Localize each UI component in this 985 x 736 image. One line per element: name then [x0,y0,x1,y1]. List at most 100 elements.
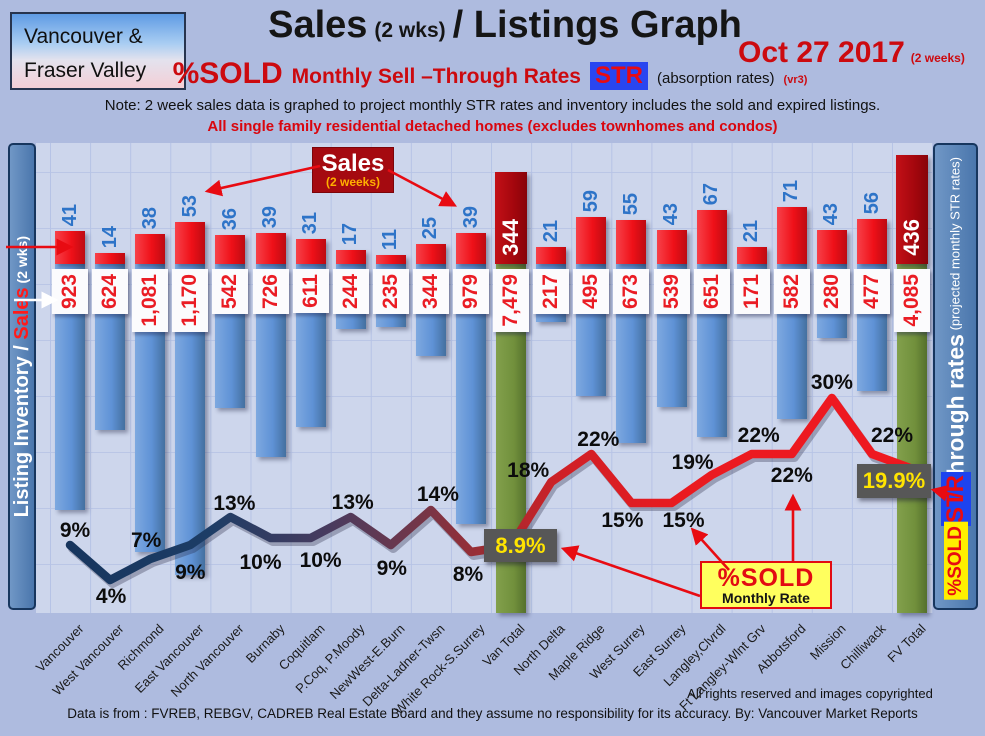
sales-value-label: 38 [138,206,161,229]
pct-sold-badge: %SOLD [943,522,968,600]
scope-line: All single family residential detached h… [207,118,778,135]
sales-value-label: 41 [58,203,81,226]
right-axis-panel: Sell-through rates (projected monthly ST… [933,143,978,610]
str-point-label: 15% [662,509,705,532]
right-axis-label-sub: (projected monthly STR rates) [947,157,962,335]
str-point-label: 22% [577,428,620,451]
inventory-value-label: 1,170 [172,269,209,332]
inventory-value-label: 673 [613,269,650,315]
sales-bar [415,244,446,264]
str-point-label: 8% [452,563,484,586]
sales-value-label: 67 [700,182,723,205]
report-date: Oct 27 2017 (2 weeks) [738,36,965,70]
sales-bar [616,220,647,264]
inventory-value-label: 495 [573,269,610,315]
str-point-label: 10% [239,551,282,574]
inventory-value-label: 477 [854,269,890,315]
str-point-label: 19% [671,451,714,474]
sales-value-label: 25 [419,216,442,239]
date-value: Oct 27 2017 [738,36,905,69]
left-axis-panel: Listing Inventory / Sales (2 wks) [8,143,36,610]
sales-value-label: 21 [539,219,562,242]
str-point-label: 14% [416,483,459,506]
sales-bar [536,247,567,264]
title-rest: / Listings Graph [452,4,742,46]
str-point-label: 9% [59,519,91,542]
str-point-label: 10% [299,549,342,572]
inventory-value-label: 539 [653,269,690,315]
sales-value-label: 11 [379,228,402,250]
note-line: Note: 2 week sales data is graphed to pr… [104,97,881,114]
inventory-value-label: 235 [372,269,409,315]
sales-bar [175,222,206,264]
subtitle-sell-through: Monthly Sell –Through Rates [291,65,581,88]
sales-value-label: 53 [178,194,201,217]
rights-line: All rights reserved and images copyright… [687,686,933,701]
sales-value-label: 43 [820,202,843,225]
sales-bar [495,172,528,264]
sales-value-label: 14 [98,225,121,248]
str-point-label: 4% [95,585,127,608]
van-total-rate-box: 8.9% [484,529,557,562]
str-point-label: 30% [810,371,853,394]
subtitle-pct-sold: %SOLD [172,57,283,90]
sales-bar [295,239,326,264]
str-badge: STR [940,472,971,526]
sales-value-label: 39 [259,205,281,228]
sales-bar [776,207,807,264]
sales-bar [696,210,727,264]
inventory-value-label: 651 [693,269,730,315]
sales-value-label: 436 [899,219,925,256]
sales-value-label: 31 [299,211,322,234]
fv-total-rate-box: 19.9% [857,464,931,498]
subtitle: %SOLD Monthly Sell –Through Rates STR (a… [150,57,830,91]
sales-bar [576,217,607,264]
sales-value-label: 36 [218,207,241,230]
sales-value-label: 59 [579,189,602,212]
sales-bar [375,255,406,264]
inventory-value-label: 171 [733,269,770,315]
str-point-label: 22% [870,424,914,447]
inventory-value-label: 542 [212,269,249,315]
sales-value-label: 43 [660,202,682,225]
inventory-value-label: 217 [533,269,570,315]
pct-sold-callout-title: %SOLD [717,563,815,592]
inventory-value-label: 582 [773,269,810,315]
sales-value-label: 39 [459,205,482,228]
str-point-label: 7% [131,529,162,552]
inventory-value-label: 280 [813,269,850,315]
inventory-value-label: 726 [252,269,289,315]
str-point-label: 13% [213,492,256,515]
str-point-label: 15% [601,509,644,532]
inventory-value-label: 624 [92,269,129,315]
sales-bar [255,233,286,264]
page-title: Sales (2 wks) / Listings Graph [245,4,765,47]
str-point-label: 9% [175,561,206,584]
sales-value-label: 55 [619,192,642,215]
sales-bar [857,219,887,264]
inventory-value-label: 244 [332,269,369,315]
left-axis-label: Listing Inventory / Sales (2 wks) [11,236,34,517]
region-line2: Fraser Valley [24,58,147,82]
region-line1: Vancouver & [24,25,143,48]
inventory-value-label: 344 [412,269,449,315]
inventory-value-label: 923 [52,269,88,315]
str-point-label: 18% [507,459,550,482]
sales-bar [816,230,847,264]
sales-bar [55,231,85,264]
sales-value-label: 21 [740,219,763,242]
sales-bar [736,247,767,264]
sales-bar [95,253,126,264]
sales-bar [215,235,246,264]
sales-value-label: 56 [860,191,883,214]
date-note: (2 weeks) [910,51,965,65]
sales-bar [656,230,687,264]
inventory-value-label: 611 [292,269,329,313]
sales-value-label: 17 [339,222,362,245]
left-axis-label-sales: Sales [10,287,33,340]
subtitle-version: (vr3) [783,74,808,86]
inventory-value-label: 7,479 [493,269,530,332]
left-axis-label-wks: (2 wks) [13,235,30,288]
sales-bar [135,234,166,264]
